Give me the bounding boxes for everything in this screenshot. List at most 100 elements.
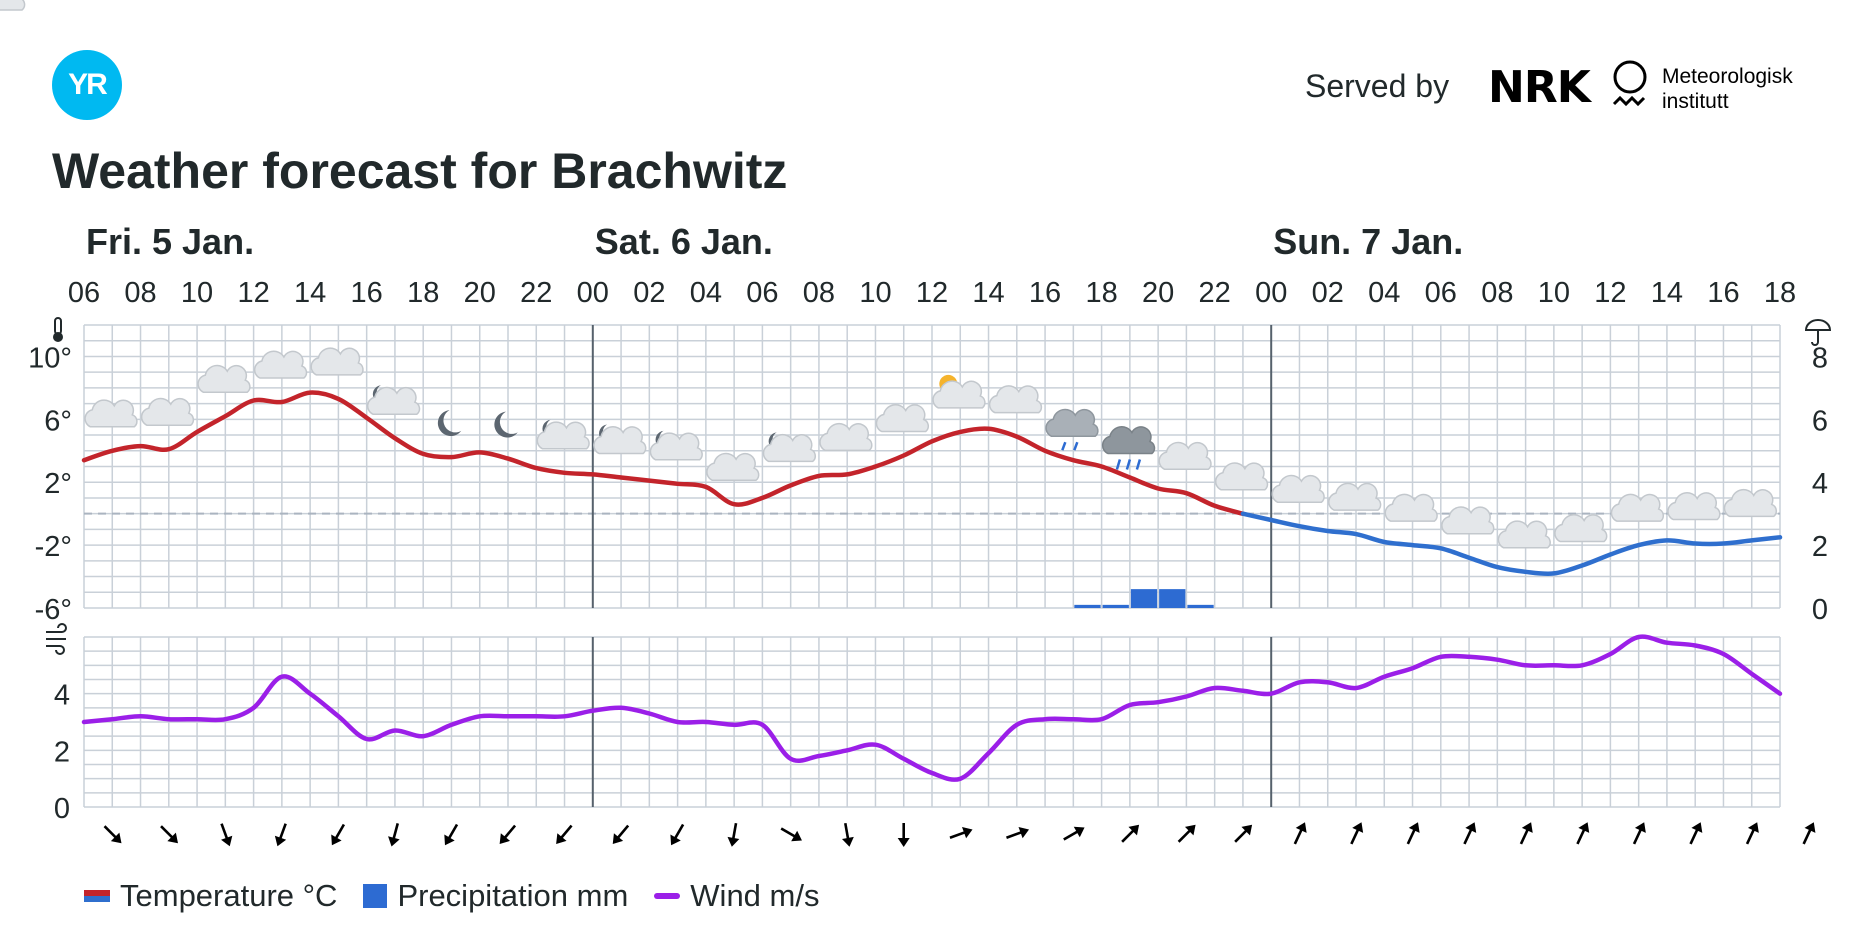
wind-arrow (556, 824, 573, 844)
partly-cloudy-night-icon (366, 385, 421, 415)
hour-label: 20 (1142, 277, 1174, 309)
wind-arrow (727, 822, 740, 847)
precipitation-bar (1102, 604, 1129, 608)
thermometer-icon (53, 317, 63, 342)
wind-arrow (1576, 822, 1590, 845)
wind-arrow (1121, 824, 1140, 843)
temp-tick: 6° (44, 405, 72, 437)
umbrella-icon (1804, 319, 1832, 346)
temperature-line-cold (1240, 511, 1783, 577)
cloudy-icon (988, 385, 1043, 414)
legend-item-temperature: Temperature °C (84, 878, 337, 914)
cloudy-icon (253, 350, 308, 379)
cloudy-icon (1610, 493, 1665, 522)
wind-arrow (1745, 822, 1759, 845)
wind-arrow (1463, 822, 1477, 845)
wind-arrow (897, 823, 910, 847)
clear-night-icon (437, 410, 462, 437)
hour-label: 14 (972, 277, 1004, 309)
light-rain-icon (1045, 408, 1099, 451)
yr-logo[interactable]: YR (52, 50, 122, 120)
yr-logo-text: YR (68, 68, 108, 101)
cloudy-icon (84, 399, 138, 428)
temp-tick: 2° (44, 468, 72, 500)
hour-label: 02 (1312, 277, 1344, 309)
forecast-chart: Fri. 5 Jan. Sat. 6 Jan. Sun. 7 Jan. 06 08 10… (0, 0, 1832, 847)
cloudy-icon (1271, 474, 1325, 503)
temperature-line (81, 390, 1783, 577)
legend-label-wind: Wind m/s (690, 878, 820, 913)
met-line1: Meteorologisk (1662, 65, 1793, 88)
wind-direction-arrows (103, 822, 1816, 847)
hour-label: 12 (1594, 277, 1626, 309)
wind-arrow (1293, 822, 1307, 845)
hour-label: 14 (1651, 277, 1683, 309)
wind-arrow (444, 823, 459, 846)
wind-arrow (841, 822, 854, 847)
nrk-logo[interactable]: NRK (1488, 62, 1591, 113)
precip-tick: 8 (1812, 342, 1828, 374)
wind-arrow (1006, 826, 1030, 839)
wind-arrow (949, 826, 973, 839)
wind-icon (46, 623, 67, 655)
precip-tick: 0 (1812, 594, 1828, 626)
met-line2: institutt (1662, 90, 1729, 113)
cloudy-icon (819, 422, 873, 452)
wind-tick: 0 (54, 793, 70, 825)
partly-cloudy-night-icon (536, 419, 590, 450)
partly-cloudy-day-icon (932, 374, 986, 409)
page-title: Weather forecast for Brachwitz (52, 143, 788, 199)
met-institute-logo[interactable]: Meteorologisk institutt (1662, 64, 1793, 114)
precip-tick: 2 (1812, 531, 1828, 563)
day-labels: Fri. 5 Jan. Sat. 6 Jan. Sun. 7 Jan. (86, 221, 1463, 262)
hour-label: 20 (464, 277, 496, 309)
wind-arrow (274, 823, 287, 847)
hour-label: 02 (633, 277, 665, 309)
partly-cloudy-night-icon (762, 432, 817, 463)
cloudy-icon (1497, 520, 1551, 549)
wind-arrow (1406, 822, 1420, 845)
cloudy-icon (1158, 441, 1212, 470)
cloudy-icon (197, 364, 251, 393)
wind-speed-line (81, 634, 1783, 782)
cloudy-icon (1384, 493, 1438, 522)
hour-label: 10 (181, 277, 213, 309)
hour-label: 12 (237, 277, 269, 309)
day-label: Sun. 7 Jan. (1273, 221, 1463, 262)
hour-label: 04 (690, 277, 722, 309)
hour-label: 10 (1538, 277, 1570, 309)
wind-arrow (499, 824, 517, 844)
weather-symbols (0, 0, 1778, 549)
hour-label: 08 (124, 277, 156, 309)
day-label: Fri. 5 Jan. (86, 221, 254, 262)
legend-label-temperature: Temperature °C (120, 878, 338, 913)
cloudy-icon (0, 0, 26, 11)
cloudy-icon (1441, 506, 1495, 535)
wind-arrow (1802, 822, 1816, 845)
hour-label: 08 (1481, 277, 1513, 309)
hour-label: 06 (1425, 277, 1457, 309)
cloudy-icon (1214, 462, 1269, 491)
wind-tick: 4 (54, 680, 70, 712)
met-institute-logo-icon (1612, 60, 1647, 107)
wind-swatch (654, 893, 681, 899)
legend-item-wind: Wind m/s (654, 878, 819, 914)
hour-label: 10 (859, 277, 891, 309)
hour-label: 16 (1707, 277, 1739, 309)
temperature-swatch (84, 890, 110, 902)
hour-label: 16 (1029, 277, 1061, 309)
cloudy-icon (1723, 488, 1778, 518)
hour-label: 18 (1085, 277, 1117, 309)
wind-arrow (612, 824, 630, 844)
temp-tick: -2° (35, 531, 72, 563)
hour-label: 06 (68, 277, 100, 309)
rain-icon (1101, 426, 1156, 470)
hour-label: 04 (1368, 277, 1400, 309)
wind-arrow (160, 825, 178, 844)
grid (83, 324, 1781, 808)
hour-label: 18 (1764, 277, 1796, 309)
precipitation-bar (1187, 604, 1214, 608)
hour-label: 16 (351, 277, 383, 309)
cloudy-icon (1328, 482, 1382, 511)
hour-label: 22 (1199, 277, 1231, 309)
